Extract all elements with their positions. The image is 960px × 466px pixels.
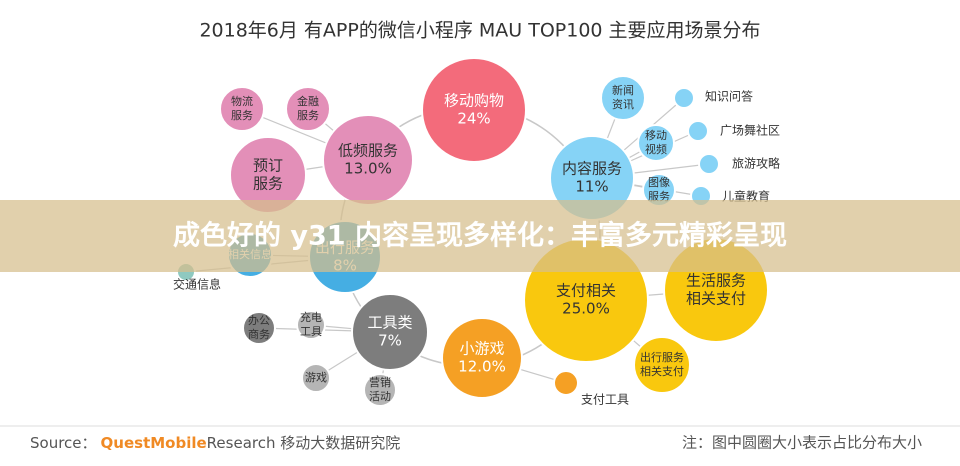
banner-text: 成色好的 y31 内容呈现多样化：丰富多元精彩呈现 <box>173 220 787 252</box>
bubble-label: 预订 <box>253 157 283 175</box>
bubble-label: 图像 <box>648 176 670 189</box>
banner-bg <box>0 200 960 272</box>
bubble-label: 服务 <box>253 175 283 193</box>
bubble-label: 7% <box>378 332 402 350</box>
bubble-label: 活动 <box>369 390 391 403</box>
bubble <box>673 87 695 109</box>
bubble-label: 小游戏 <box>459 340 504 358</box>
bubble-label: 儿童教育 <box>722 189 770 204</box>
bubble-label: 移动购物 <box>444 92 504 110</box>
bubble-label: 服务 <box>648 190 670 203</box>
bubble-label: 工具类 <box>367 314 412 332</box>
bubble-label: 24% <box>457 110 490 128</box>
bubble <box>698 153 720 175</box>
bubble-label: 12.0% <box>458 358 506 376</box>
bubble-label: 服务 <box>231 109 253 122</box>
footer-note: 注：图中圆圈大小表示占比分布大小 <box>682 434 922 452</box>
bubble-label: 支付相关 <box>556 282 616 300</box>
bubble <box>421 57 527 163</box>
bubble-label: 视频 <box>645 142 667 156</box>
bubble-label: 商务 <box>248 327 270 341</box>
bubble-label: 内容服务 <box>562 160 622 178</box>
bubble-label: 相关支付 <box>640 364 684 378</box>
bubble-label: 服务 <box>297 109 319 122</box>
bubble-label: 支付工具 <box>581 393 629 407</box>
bubble-label: 出行服务 <box>640 350 684 364</box>
bubble-label: 营销 <box>369 375 391 389</box>
bubble <box>219 86 265 132</box>
bubble-label: 移动 <box>645 129 667 142</box>
bubble <box>296 310 326 340</box>
bubble <box>363 373 397 407</box>
bubble-label: 办公 <box>248 314 270 327</box>
bubble <box>441 317 523 399</box>
brand: QuestMobile <box>101 434 207 452</box>
bubble-label: 新闻 <box>612 83 634 97</box>
bubble-label: 物流 <box>231 94 253 108</box>
bubble-label: 13.0% <box>344 160 392 178</box>
bubble <box>637 124 675 162</box>
bubble-label: 金融 <box>297 94 319 108</box>
bubble <box>242 311 276 345</box>
bubble-label: 25.0% <box>562 300 610 318</box>
bubble <box>600 75 646 121</box>
bubble <box>553 370 579 396</box>
bubble <box>633 336 691 394</box>
footer-source: Source： QuestMobileResearch 移动大数据研究院 <box>30 434 400 452</box>
bubble-label: 低频服务 <box>338 142 398 160</box>
bubble-label: 旅游攻略 <box>732 156 780 171</box>
bubble-label: 资讯 <box>612 98 634 111</box>
source-rest: Research 移动大数据研究院 <box>207 434 401 452</box>
source-prefix: Source： <box>30 434 97 452</box>
bubble-label: 交通信息 <box>173 277 221 292</box>
bubble-label: 工具 <box>300 325 322 338</box>
bubble-label: 广场舞社区 <box>720 123 780 138</box>
bubble <box>285 86 331 132</box>
title: 2018年6月 有APP的微信小程序 MAU TOP100 主要应用场景分布 <box>199 20 760 42</box>
bubble-label: 充电 <box>300 310 322 324</box>
bubble-label: 相关支付 <box>686 290 746 308</box>
bubble <box>351 293 429 371</box>
bubble-label: 游戏 <box>305 371 327 384</box>
bubble <box>687 120 709 142</box>
bubble <box>301 363 331 393</box>
bubble-label: 11% <box>575 178 608 196</box>
bubble-label: 知识问答 <box>705 89 753 104</box>
bubble-label: 生活服务 <box>686 272 746 290</box>
